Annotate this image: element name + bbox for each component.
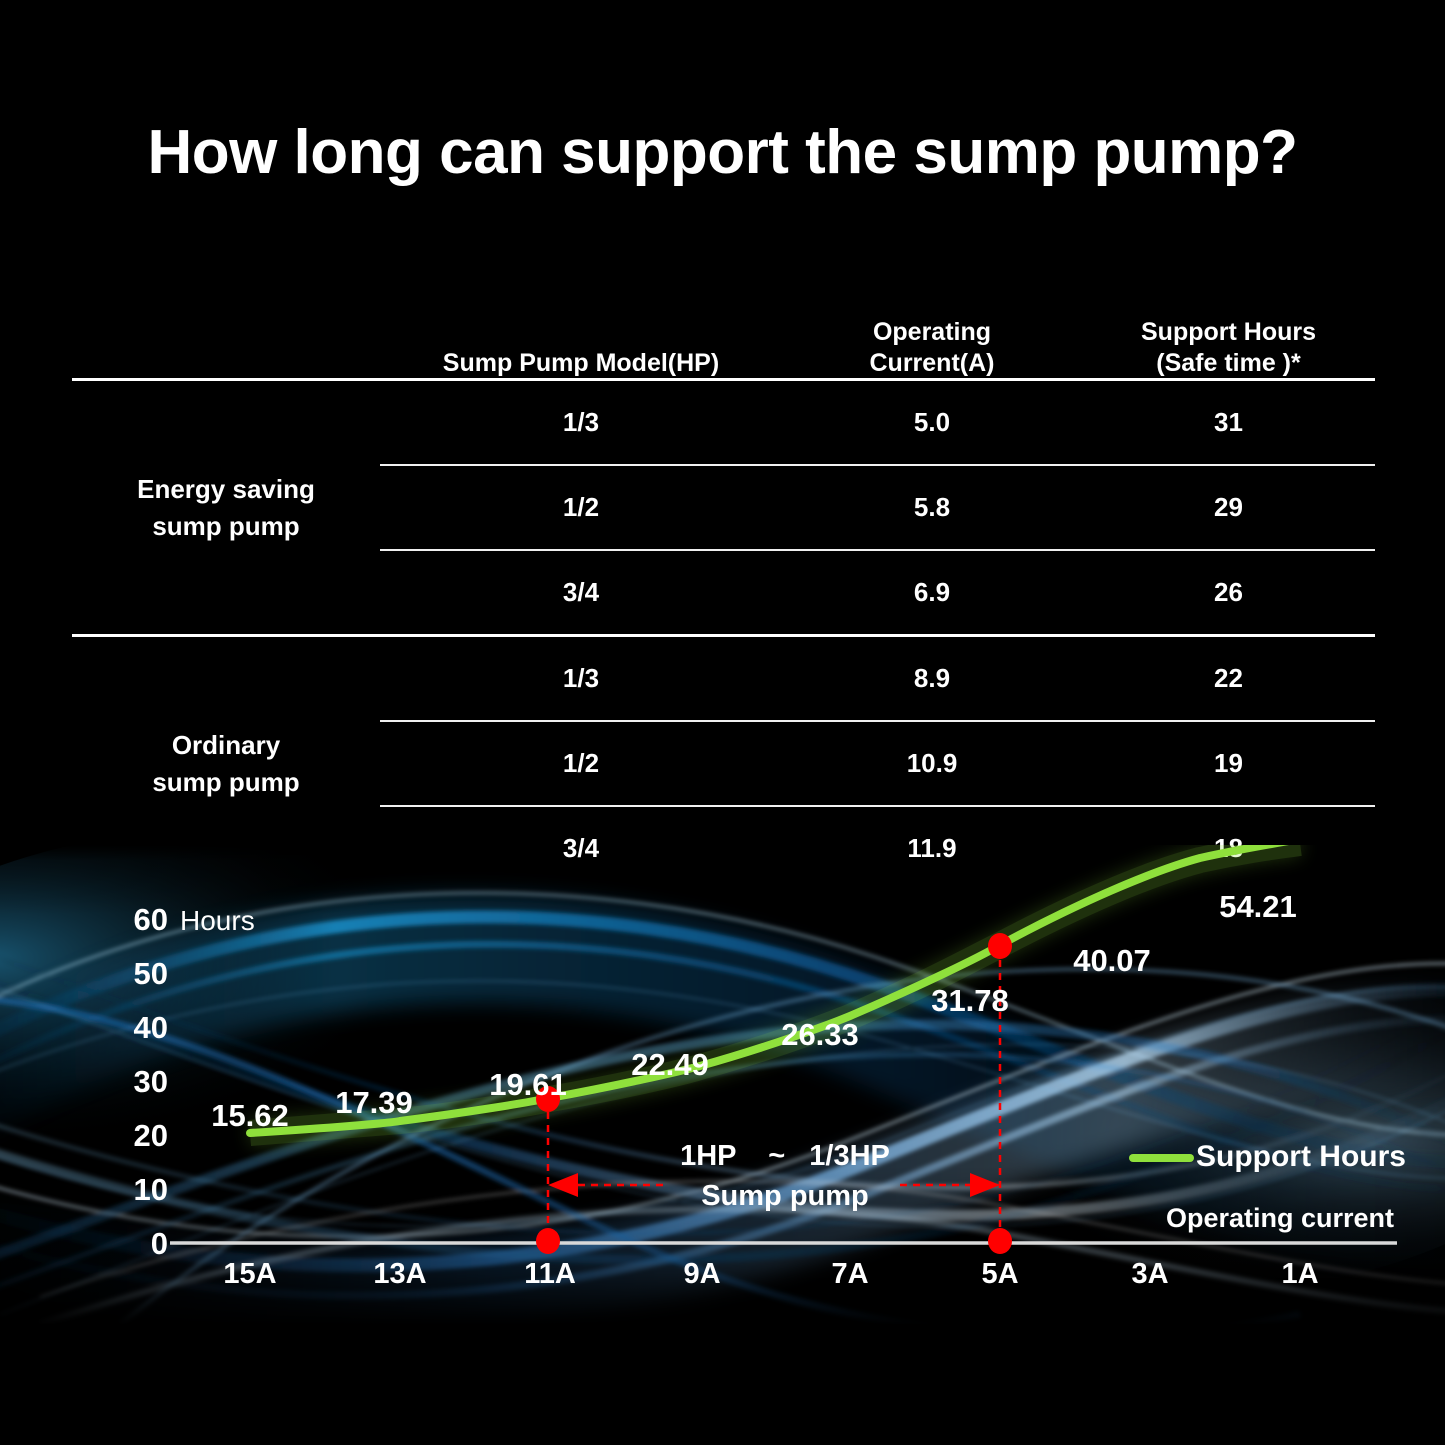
support-hours-chart: 60 50 40 30 20 10 0 Hours 15A 13A 11A 9A… bbox=[0, 845, 1445, 1345]
data-label-15a: 15.62 bbox=[211, 1098, 289, 1133]
table-row: 1/2 5.8 29 bbox=[380, 466, 1375, 549]
data-label-9a: 22.49 bbox=[631, 1047, 709, 1082]
table-row: 1/3 8.9 22 bbox=[380, 637, 1375, 720]
table-group-energy-saving: Energy saving sump pump 1/3 5.0 31 1/2 5… bbox=[72, 381, 1375, 634]
cell-current: 11.9 bbox=[907, 833, 957, 863]
cell-model: 1/3 bbox=[562, 663, 600, 693]
header-support-hours-l1: Support Hours bbox=[1141, 318, 1316, 346]
x-tick-15a: 15A bbox=[223, 1258, 277, 1290]
table-rule-middle bbox=[72, 634, 1375, 637]
header-operating-current: Operating Current(A) bbox=[782, 317, 1082, 378]
x-tick-1a: 1A bbox=[1281, 1258, 1319, 1290]
x-tick-9a: 9A bbox=[683, 1258, 721, 1290]
data-label-1a: 54.21 bbox=[1219, 889, 1297, 924]
x-tick-7a: 7A bbox=[831, 1258, 869, 1290]
y-axis-title: Hours bbox=[180, 905, 255, 936]
cell-model: 3/4 bbox=[562, 833, 600, 863]
header-operating-current-l1: Operating bbox=[872, 318, 992, 346]
cell-model: 1/2 bbox=[562, 748, 600, 778]
cell-current: 10.9 bbox=[906, 748, 958, 778]
y-tick-60: 60 bbox=[133, 902, 168, 937]
table-row: 1/3 5.0 31 bbox=[380, 381, 1375, 464]
y-tick-50: 50 bbox=[133, 956, 168, 991]
data-label-13a: 17.39 bbox=[335, 1085, 413, 1120]
group-label-energy-saving: Energy saving sump pump bbox=[72, 381, 380, 634]
data-marker-5a-curve bbox=[988, 933, 1012, 959]
specs-table: Sump Pump Model(HP) Operating Current(A)… bbox=[72, 278, 1375, 890]
data-label-7a: 26.33 bbox=[781, 1017, 859, 1052]
cell-current: 8.9 bbox=[913, 663, 951, 693]
cell-model: 1/2 bbox=[562, 492, 600, 522]
cell-model: 3/4 bbox=[562, 577, 600, 607]
y-tick-10: 10 bbox=[133, 1172, 168, 1207]
y-tick-0: 0 bbox=[150, 1226, 168, 1261]
data-label-3a: 40.07 bbox=[1073, 943, 1151, 978]
table-rule-top bbox=[72, 378, 1375, 381]
annotation-range-line1: 1HP ~ 1/3HP bbox=[680, 1140, 890, 1172]
data-label-5a: 31.78 bbox=[931, 983, 1009, 1018]
range-arrow-left-head bbox=[548, 1173, 578, 1197]
header-support-hours-l2: (Safe time )* bbox=[1156, 348, 1301, 377]
annotation-range-line2: Sump pump bbox=[701, 1180, 869, 1212]
legend-label-support-hours: Support Hours bbox=[1196, 1140, 1406, 1173]
y-tick-30: 30 bbox=[133, 1064, 168, 1099]
y-tick-20: 20 bbox=[133, 1118, 168, 1153]
group-rows-ordinary: 1/3 8.9 22 1/2 10.9 19 3/4 11.9 18 bbox=[380, 637, 1375, 890]
cell-hours: 26 bbox=[1214, 577, 1243, 607]
y-tick-40: 40 bbox=[133, 1010, 168, 1045]
table-header-row: Sump Pump Model(HP) Operating Current(A)… bbox=[72, 278, 1375, 378]
data-label-11a: 19.61 bbox=[489, 1067, 567, 1102]
group-label-l2: sump pump bbox=[152, 510, 300, 541]
range-arrow-right-head bbox=[970, 1173, 1000, 1197]
x-axis-title: Operating current bbox=[1166, 1203, 1395, 1233]
axis-marker-11a bbox=[536, 1228, 560, 1254]
group-label-l1: Ordinary bbox=[171, 730, 281, 761]
table-rule-inner bbox=[380, 805, 1375, 807]
x-tick-5a: 5A bbox=[981, 1258, 1019, 1290]
header-sump-pump-model-text: Sump Pump Model(HP) bbox=[442, 348, 720, 377]
header-sump-pump-model: Sump Pump Model(HP) bbox=[380, 348, 782, 379]
group-label-ordinary: Ordinary sump pump bbox=[72, 637, 380, 890]
group-rows-energy-saving: 1/3 5.0 31 1/2 5.8 29 3/4 6.9 26 bbox=[380, 381, 1375, 634]
x-tick-3a: 3A bbox=[1131, 1258, 1169, 1290]
cell-hours: 22 bbox=[1214, 663, 1243, 693]
header-support-hours: Support Hours (Safe time )* bbox=[1082, 317, 1375, 378]
table-group-ordinary: Ordinary sump pump 1/3 8.9 22 1/2 10.9 1… bbox=[72, 637, 1375, 890]
cell-model: 1/3 bbox=[562, 407, 600, 437]
page-title: How long can support the sump pump? bbox=[147, 118, 1298, 187]
table-rule-inner bbox=[380, 720, 1375, 722]
table-rule-inner bbox=[380, 549, 1375, 551]
header-operating-current-l2: Current(A) bbox=[869, 348, 995, 377]
axis-marker-5a bbox=[988, 1228, 1012, 1254]
group-label-l2: sump pump bbox=[152, 766, 300, 797]
cell-current: 6.9 bbox=[913, 577, 951, 607]
x-tick-11a: 11A bbox=[524, 1258, 576, 1290]
table-row: 3/4 11.9 18 bbox=[380, 807, 1375, 890]
cell-hours: 31 bbox=[1214, 407, 1243, 437]
cell-hours: 19 bbox=[1214, 748, 1243, 778]
cell-current: 5.0 bbox=[913, 407, 951, 437]
table-row: 3/4 6.9 26 bbox=[380, 551, 1375, 634]
x-tick-13a: 13A bbox=[373, 1258, 427, 1290]
group-label-l1: Energy saving bbox=[137, 474, 315, 505]
cell-hours: 29 bbox=[1214, 492, 1243, 522]
table-rule-inner bbox=[380, 464, 1375, 466]
support-hours-line bbox=[246, 845, 1289, 1137]
data-marker-11a-curve bbox=[536, 1086, 560, 1112]
cell-current: 5.8 bbox=[913, 492, 951, 522]
table-row: 1/2 10.9 19 bbox=[380, 722, 1375, 805]
